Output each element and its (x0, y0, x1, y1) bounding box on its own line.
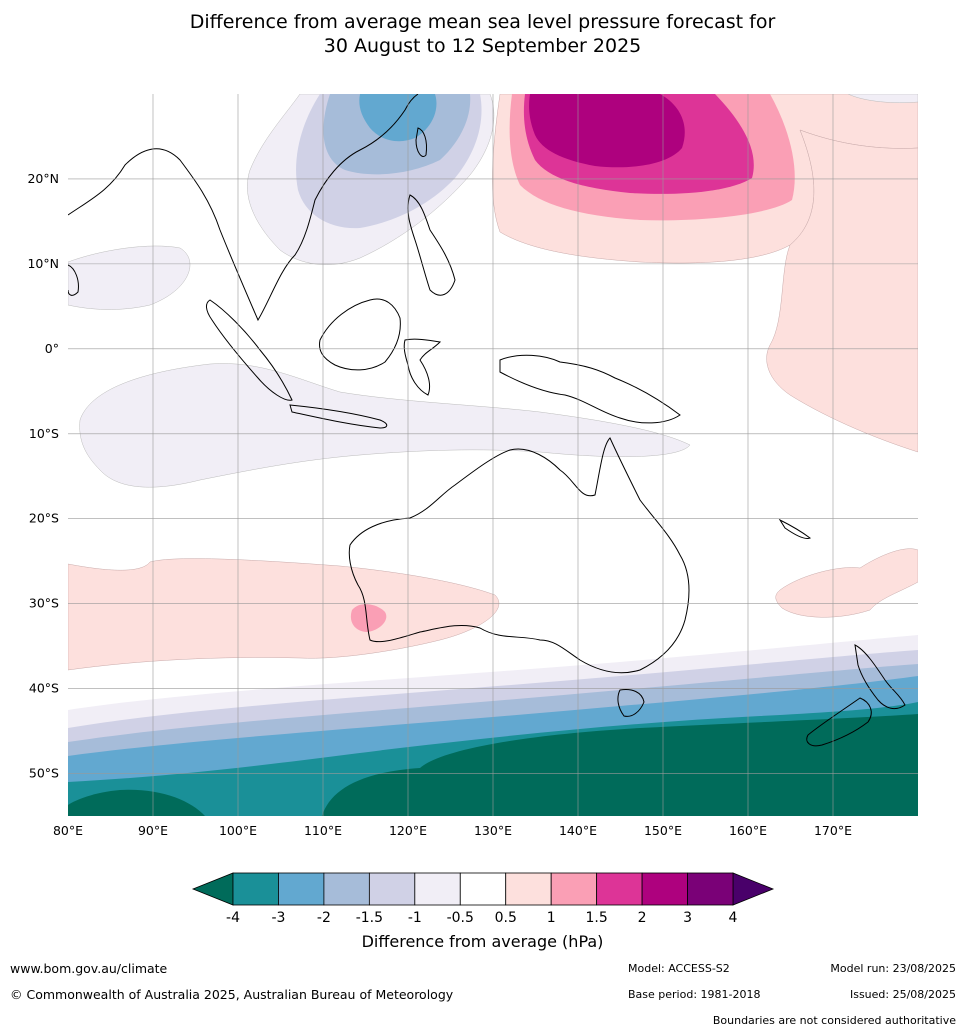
lon-label-0: 80°E (53, 823, 83, 838)
lon-label-1: 90°E (138, 823, 168, 838)
lon-label-2: 100°E (219, 823, 257, 838)
colorbar-title: Difference from average (hPa) (361, 932, 604, 951)
region-plus-0.5-south (68, 558, 500, 671)
lat-label-5: 30°S (29, 596, 59, 611)
footer-copyright: © Commonwealth of Australia 2025, Austra… (10, 987, 454, 1002)
band-minus-4 (68, 789, 205, 816)
philippines-coastline (407, 194, 456, 296)
colorbar-swatch-4 (414, 872, 461, 906)
colorbar-swatch-1 (278, 872, 325, 906)
region-minus-0.5-indian-ocean (79, 363, 691, 488)
map-title: Difference from average mean sea level p… (0, 10, 965, 58)
colorbar-swatch-8 (596, 872, 643, 906)
region-plus-0.5-east (766, 129, 918, 453)
graticule (68, 94, 918, 816)
longitude-labels: 80°E 90°E 100°E 110°E 120°E 130°E 140°E 150°E 16… (53, 823, 852, 838)
new-zealand-north-coastline (854, 644, 906, 710)
footer-base-period: Base period: 1981-2018 (628, 988, 761, 1001)
colorbar-tick-11: 4 (729, 910, 738, 926)
map-title-line1: Difference from average mean sea level p… (189, 11, 776, 33)
region-plus-2-pacific (529, 94, 685, 168)
lon-label-6: 140°E (559, 823, 597, 838)
mainland-asia-coastline (68, 94, 419, 322)
sri-lanka-coastline (68, 264, 79, 296)
lon-label-5: 130°E (474, 823, 512, 838)
footer-model: Model: ACCESS-S2 (628, 962, 730, 975)
anomaly-field (68, 94, 918, 816)
lat-label-7: 50°S (29, 766, 59, 781)
australia-coastline (348, 437, 690, 674)
band-below-minus-4 (322, 714, 918, 816)
colorbar-extend-high (732, 872, 775, 906)
colorbar-tick-7: 1 (547, 910, 556, 926)
footer-website[interactable]: www.bom.gov.au/climate (10, 961, 168, 976)
colorbar-swatch-10 (687, 872, 734, 906)
region-plus-1-south (350, 604, 387, 632)
colorbar-tick-9: 2 (638, 910, 647, 926)
colorbar-swatch-0 (232, 872, 279, 906)
colorbar-tick-2: -2 (317, 910, 331, 926)
lon-label-8: 160°E (729, 823, 767, 838)
lat-label-4: 20°S (29, 511, 59, 526)
borneo-coastline (319, 298, 401, 371)
region-plus-0.5-tasman (775, 548, 918, 618)
lon-label-4: 120°E (389, 823, 427, 838)
region-minus-0.5-west (68, 245, 191, 310)
colorbar-swatch-9 (641, 872, 688, 906)
colorbar-extend-low (191, 872, 234, 906)
colorbar-tick-10: 3 (683, 910, 692, 926)
colorbar-tick-5: -0.5 (447, 910, 474, 926)
region-minus-2-asia (359, 94, 437, 142)
lon-label-7: 150°E (644, 823, 682, 838)
new-caledonia-coastline (778, 518, 812, 539)
colorbar-tick-6: 0.5 (495, 910, 517, 926)
tasmania-coastline (617, 689, 645, 717)
colorbar (191, 872, 775, 906)
lon-label-3: 110°E (304, 823, 342, 838)
lat-label-6: 40°S (29, 681, 59, 696)
new-zealand-south-coastline (806, 697, 872, 747)
colorbar-swatch-3 (368, 872, 416, 906)
colorbar-tick-8: 1.5 (586, 910, 608, 926)
colorbar-tick-3: -1.5 (356, 910, 383, 926)
lat-label-0: 20°N (27, 171, 59, 186)
sulawesi-coastline (403, 338, 442, 396)
lat-label-1: 10°N (27, 256, 59, 271)
latitude-labels: 20°N 10°N 0° 10°S 20°S 30°S 40°S 50°S (27, 171, 59, 781)
colorbar-ticks: -4 -3 -2 -1.5 -1 -0.5 0.5 1 1.5 2 3 4 (226, 910, 738, 926)
footer-disclaimer: Boundaries are not considered authoritat… (712, 1014, 956, 1027)
colorbar-tick-4: -1 (408, 910, 422, 926)
footer-issued: Issued: 25/08/2025 (849, 988, 956, 1001)
lat-label-3: 10°S (29, 426, 59, 441)
region-plus-0.5-north-east (847, 94, 918, 103)
taiwan-coastline (415, 127, 427, 157)
lat-label-2: 0° (45, 341, 59, 356)
map-title-line2: 30 August to 12 September 2025 (323, 35, 642, 57)
java-coastline (289, 404, 388, 429)
new-guinea-coastline (499, 354, 681, 424)
lon-label-9: 170°E (814, 823, 852, 838)
coastlines (68, 94, 906, 747)
colorbar-swatch-7 (550, 872, 598, 906)
colorbar-tick-0: -4 (226, 910, 240, 926)
colorbar-swatch-2 (323, 872, 370, 906)
colorbar-swatch-6 (505, 872, 552, 906)
footer-model-run: Model run: 23/08/2025 (830, 962, 956, 975)
sumatra-coastline (206, 299, 293, 401)
colorbar-tick-1: -3 (271, 910, 285, 926)
colorbar-swatch-5 (459, 872, 507, 906)
